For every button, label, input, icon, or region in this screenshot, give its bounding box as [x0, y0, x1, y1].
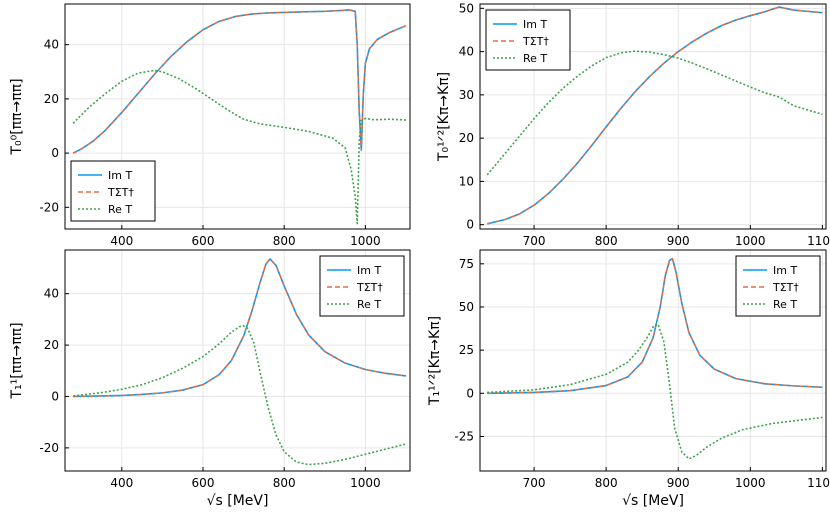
chart-panel-3: 400 600 800 1000 -20 0 20 40 T₁¹[ππ→ππ] √s [MeV] I…: [9, 249, 411, 509]
y-tick-label: 50: [459, 300, 474, 314]
plot-frame: [64, 3, 411, 230]
x-tick-label: 900: [667, 476, 690, 490]
legend-label: Re T: [108, 203, 132, 216]
series-line-tst: [73, 258, 407, 398]
y-tick-label: 0: [466, 218, 474, 232]
y-tick-label: 50: [459, 1, 474, 15]
legend-box: [319, 255, 405, 317]
x-tick-label: 600: [192, 234, 215, 248]
x-tick-label: 400: [110, 476, 133, 490]
x-tick-label: 1000: [735, 476, 766, 490]
legend: Im T TΣT† Re T: [735, 255, 821, 317]
y-tick-label: 0: [51, 389, 59, 403]
legend-box: [735, 255, 821, 317]
y-tick-label: 0: [51, 146, 59, 160]
y-tick-label: -20: [39, 441, 59, 455]
legend-label: Im T: [523, 18, 547, 31]
legend-label: Im T: [108, 169, 132, 182]
x-tick-label: 1000: [735, 234, 766, 248]
y-tick-label: 30: [459, 88, 474, 102]
y-tick-label: 40: [459, 45, 474, 59]
plot-frame: [479, 3, 827, 230]
legend: Im T TΣT† Re T: [319, 255, 405, 317]
x-tick-label: 800: [595, 234, 618, 248]
y-tick-label: 20: [44, 338, 59, 352]
x-axis-label: √s [MeV]: [207, 493, 269, 509]
y-tick-label: 40: [44, 38, 59, 52]
y-tick-label: -20: [39, 200, 59, 214]
x-tick-label: 400: [110, 234, 133, 248]
legend-label: Re T: [357, 298, 381, 311]
y-tick-label: -25: [454, 429, 474, 443]
x-tick-label: 800: [273, 234, 296, 248]
x-tick-label: 900: [667, 234, 690, 248]
legend-label: Re T: [773, 298, 797, 311]
x-tick-label: 1000: [350, 234, 381, 248]
y-axis-label: T₀¹ᐟ²[Kπ→Kπ]: [436, 72, 452, 162]
legend-label: TΣT†: [107, 186, 134, 199]
x-tick-label: 1000: [350, 476, 381, 490]
y-tick-label: 40: [44, 287, 59, 301]
series-line-re-t: [487, 323, 823, 460]
x-tick-label: 800: [273, 476, 296, 490]
y-axis-label: T₀⁰[ππ→ππ]: [9, 78, 25, 155]
series-line-tst: [487, 6, 823, 225]
y-tick-label: 25: [459, 343, 474, 357]
series-line-tst: [487, 257, 823, 394]
legend-box: [70, 160, 156, 222]
series-line-re-t: [73, 325, 407, 466]
legend: Im T TΣT† Re T: [485, 9, 571, 71]
legend-label: TΣT†: [772, 281, 799, 294]
x-tick-label: 700: [523, 234, 546, 248]
plot-frame: [479, 249, 827, 472]
legend-label: TΣT†: [356, 281, 383, 294]
y-tick-label: 10: [459, 174, 474, 188]
x-tick-label: 600: [192, 476, 215, 490]
series-line-re-t: [486, 50, 823, 176]
legend-label: Re T: [523, 52, 547, 65]
legend: Im T TΣT† Re T: [70, 160, 156, 222]
x-tick-label: 700: [523, 476, 546, 490]
chart-panel-1: 400 600 800 1000 -20 0 20 40 T₀⁰[ππ→ππ] Im T TΣT† R…: [9, 3, 411, 248]
series-line-tst: [72, 9, 407, 154]
legend-label: TΣT†: [522, 35, 549, 48]
legend-label: Im T: [773, 264, 797, 277]
plot-frame: [64, 249, 411, 472]
y-tick-label: 20: [459, 131, 474, 145]
y-axis-label: T₁¹ᐟ²[Kπ→Kπ]: [427, 316, 443, 406]
y-tick-label: 20: [44, 92, 59, 106]
y-axis-label: T₁¹[ππ→ππ]: [9, 322, 25, 399]
x-axis-label: √s [MeV]: [622, 493, 684, 509]
series-line-re-t: [72, 69, 406, 225]
x-tick-label: 800: [595, 476, 618, 490]
y-tick-label: 0: [466, 386, 474, 400]
legend-box: [485, 9, 571, 71]
y-tick-label: 75: [459, 257, 474, 271]
legend-label: Im T: [357, 264, 381, 277]
